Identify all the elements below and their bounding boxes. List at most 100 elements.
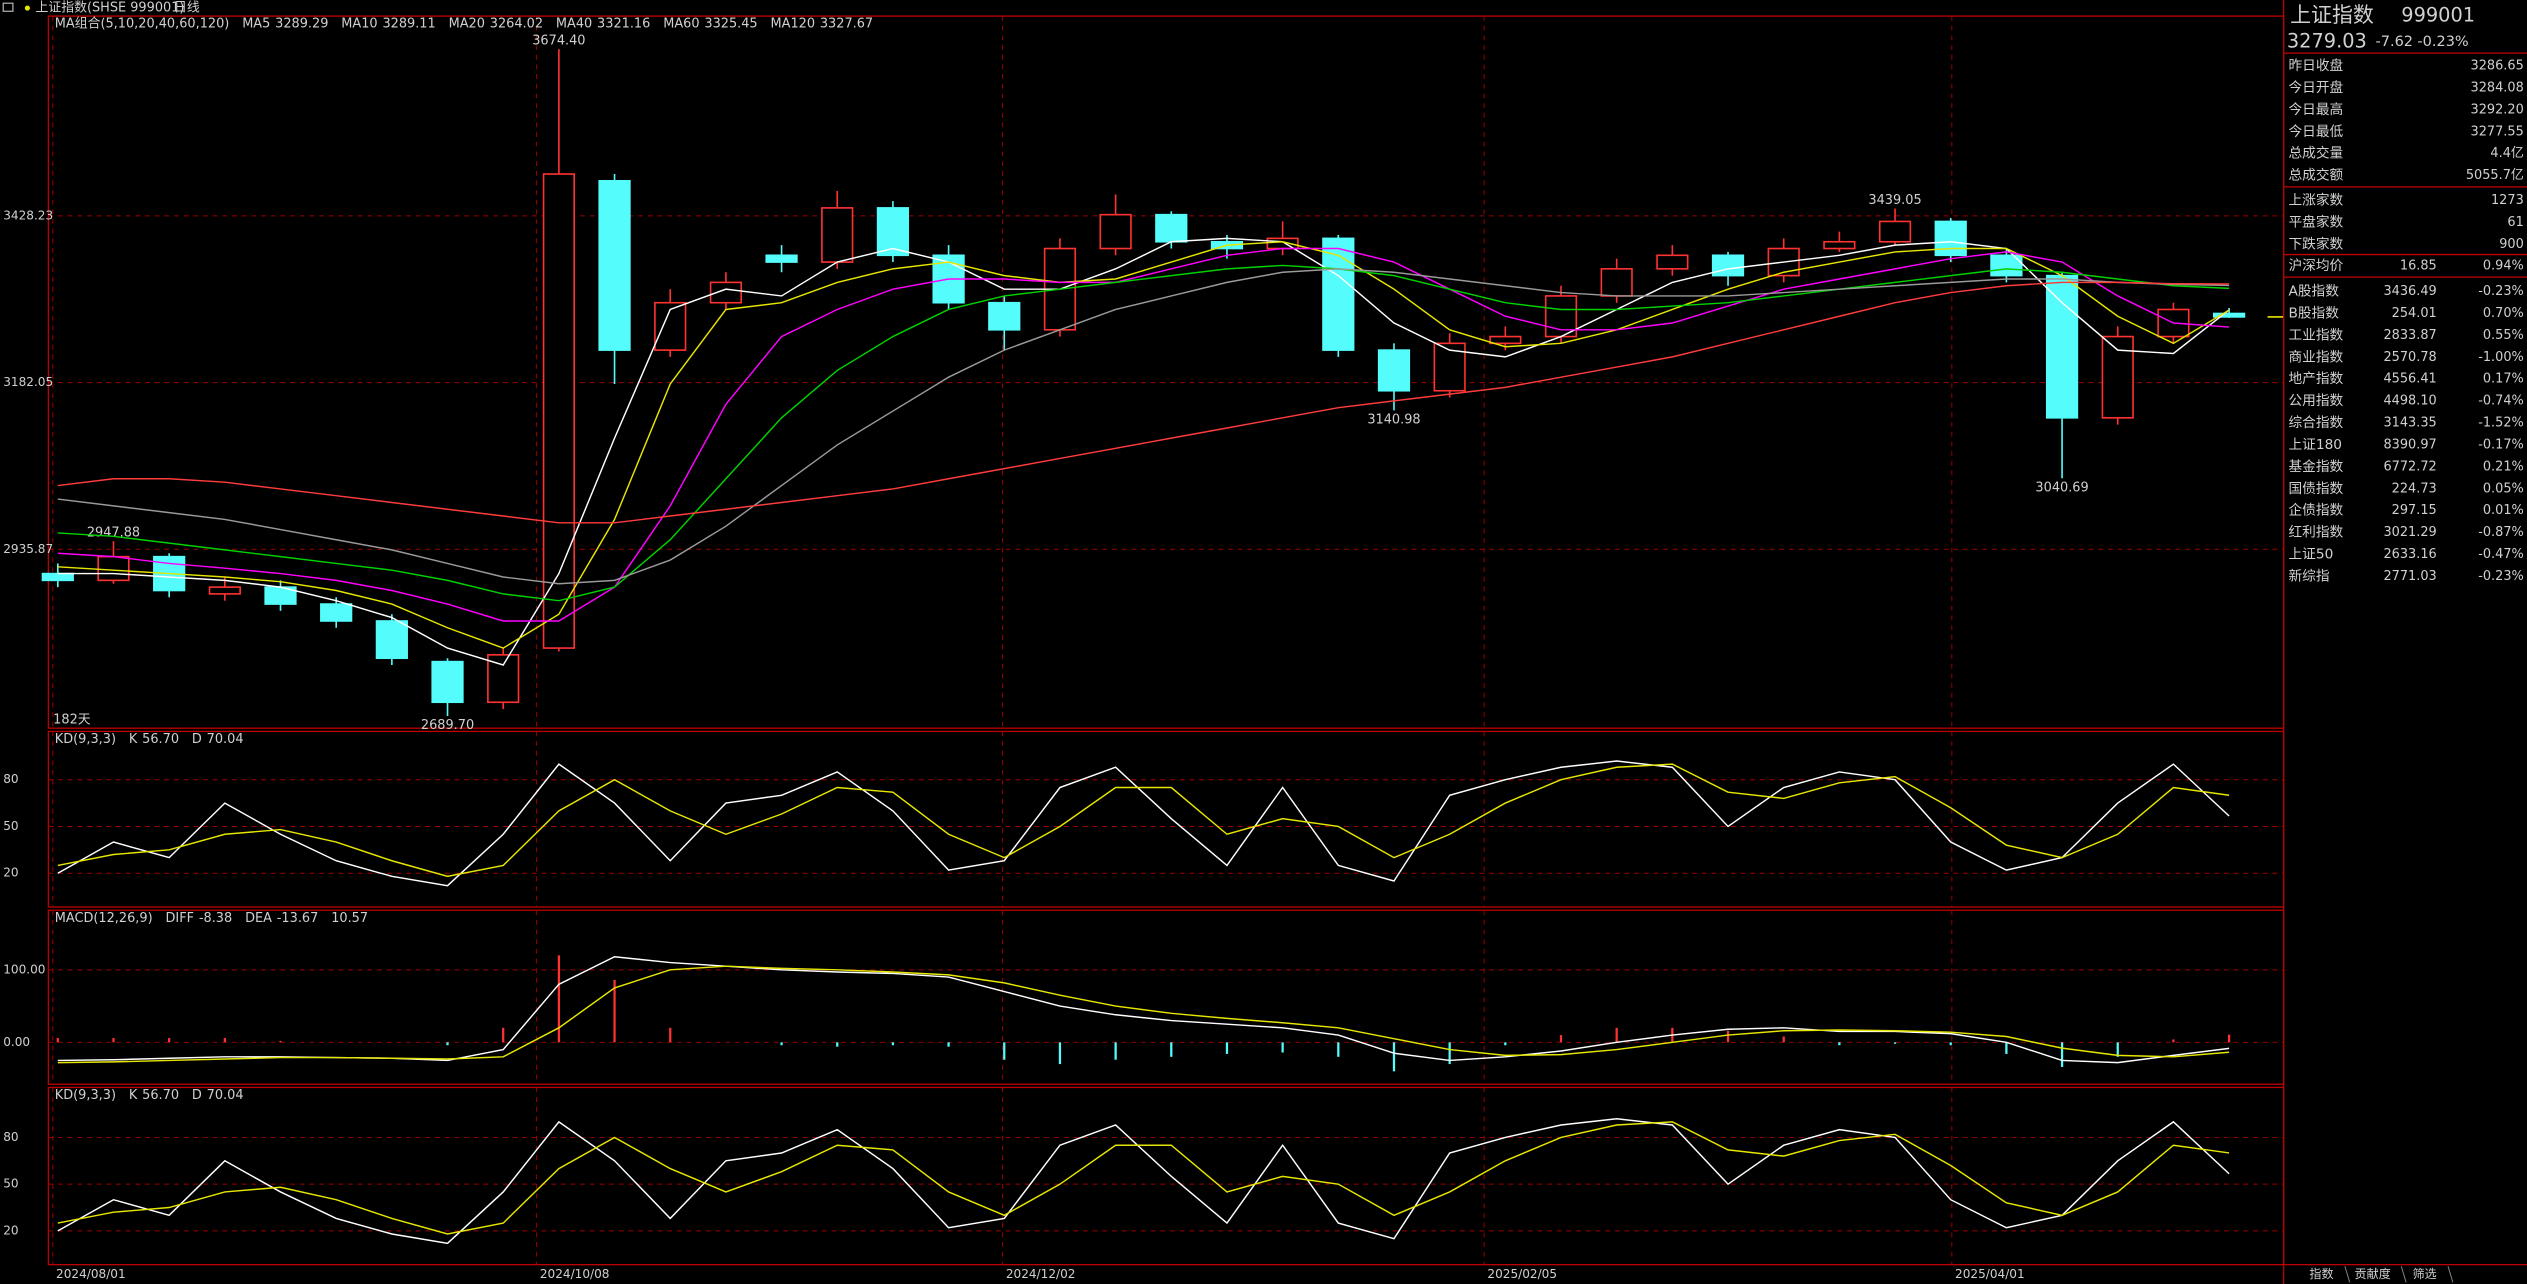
legend-label: MA60 (663, 17, 699, 32)
index-name[interactable]: 国债指数 (2288, 481, 2343, 497)
index-name[interactable]: 上证50 (2288, 547, 2333, 563)
index-change: 0.21% (2483, 459, 2524, 474)
candle-body (598, 180, 631, 351)
legend-label: 3264.02 (490, 17, 543, 32)
legend-label: 3289.11 (382, 17, 435, 32)
line (57, 965, 2230, 1064)
breadth-label: 下跌家数 (2288, 235, 2343, 252)
period-button[interactable]: 日线 (174, 1, 200, 16)
index-name[interactable]: 新综指 (2288, 568, 2329, 584)
index-name[interactable]: 企债指数 (2288, 502, 2343, 519)
stat-value: 3292.20 (2471, 102, 2524, 117)
avg-value: 16.85 (2400, 258, 2437, 273)
legend-label: 56.70 (142, 732, 179, 747)
index-change: 0.55% (2483, 328, 2524, 343)
high-label: 3674.40 (532, 34, 585, 49)
candle-body (1823, 240, 1856, 250)
line (57, 281, 2230, 524)
low-label: 2689.70 (421, 718, 474, 733)
tab[interactable]: 筛选 (2413, 1266, 2437, 1281)
stat-label: 今日最低 (2288, 124, 2343, 140)
y-tick-label: 0.00 (3, 1035, 30, 1049)
breadth-value: 1273 (2491, 193, 2524, 208)
index-value: 297.15 (2392, 503, 2437, 518)
index-name[interactable]: 工业指数 (2288, 327, 2343, 343)
stat-value: 3286.65 (2471, 59, 2524, 74)
y-tick-label: 80 (3, 772, 18, 786)
candle-body (542, 173, 575, 649)
breadth-label: 平盘家数 (2288, 213, 2343, 230)
index-change: -0.17% (2478, 437, 2524, 452)
candle-body (2157, 308, 2190, 338)
index-name[interactable]: 地产指数 (2288, 371, 2343, 387)
legend-label: MACD(12,26,9) (55, 911, 153, 926)
index-name[interactable]: 公用指数 (2288, 393, 2343, 409)
index-change: -1.52% (2478, 416, 2524, 431)
legend-label: 56.70 (142, 1088, 179, 1103)
index-change: -0.47% (2478, 547, 2524, 562)
quote-change: -7.62 (2376, 34, 2414, 50)
index-name[interactable]: 上证180 (2288, 437, 2342, 453)
legend-label: 3321.16 (597, 17, 650, 32)
legend-label: KD(9,3,3) (55, 732, 116, 747)
tab-divider (2447, 1266, 2454, 1283)
legend-label: MA组合(5,10,20,40,60,120) (55, 17, 230, 32)
candle-body (765, 254, 798, 263)
candle-body (1600, 268, 1633, 297)
tab[interactable]: 贡献度 (2355, 1266, 2391, 1281)
candle-body (208, 586, 241, 595)
symbol-label[interactable]: 上证指数(SHSE 999001) (35, 1, 184, 16)
tab-divider (2400, 1266, 2407, 1283)
quote-name: 上证指数 (2290, 3, 2374, 27)
stat-label: 今日最高 (2288, 101, 2343, 118)
candle-body (821, 207, 854, 263)
index-value: 3021.29 (2383, 525, 2436, 540)
stat-label: 总成交额 (2288, 167, 2343, 184)
legend-label: K (129, 732, 138, 747)
index-value: 2833.87 (2383, 328, 2436, 343)
days-label: 182天 (53, 713, 91, 728)
y-tick-label: 20 (3, 866, 18, 880)
y-tick-label: 50 (3, 819, 18, 833)
index-name[interactable]: B股指数 (2288, 306, 2339, 322)
x-tick-label: 2025/02/05 (1487, 1267, 1557, 1281)
line (57, 268, 2230, 585)
candle-body (1990, 254, 2023, 277)
candle-body (2045, 274, 2079, 419)
index-name[interactable]: 综合指数 (2288, 415, 2343, 431)
legend-label: KD(9,3,3) (55, 1088, 116, 1103)
legend-label: 10.57 (331, 911, 368, 926)
index-name[interactable]: 商业指数 (2288, 349, 2343, 365)
line (57, 247, 2230, 622)
x-tick-label: 2025/04/01 (1955, 1267, 2025, 1281)
legend-label: D (192, 732, 202, 747)
line (57, 1121, 2230, 1235)
tab[interactable]: 指数 (2309, 1266, 2333, 1281)
index-change: -1.00% (2478, 350, 2524, 365)
legend-label: -8.38 (199, 911, 232, 926)
legend-label: MA20 (449, 17, 485, 32)
index-value: 3436.49 (2383, 284, 2436, 299)
breadth-value: 61 (2507, 215, 2523, 230)
candle-body (487, 654, 520, 704)
legend-label: D (192, 1088, 202, 1103)
index-value: 2771.03 (2383, 569, 2436, 584)
stat-label: 昨日收盘 (2288, 57, 2343, 74)
menu-icon[interactable] (2, 2, 14, 12)
candle-body (1155, 213, 1188, 243)
legend-label: 3325.45 (704, 17, 757, 32)
index-name[interactable]: 基金指数 (2288, 458, 2343, 475)
breadth-label: 上涨家数 (2288, 192, 2343, 209)
candle-body (1878, 220, 1912, 243)
index-value: 254.01 (2392, 306, 2437, 321)
candle-body (41, 572, 74, 582)
index-name[interactable]: A股指数 (2288, 284, 2339, 300)
status-dot (24, 5, 30, 11)
x-tick-label: 2024/12/02 (1006, 1267, 1076, 1281)
candle-body (375, 620, 408, 660)
legend-label: 3289.29 (275, 17, 328, 32)
legend-label: MA40 (556, 17, 592, 32)
index-name[interactable]: 红利指数 (2288, 525, 2343, 541)
